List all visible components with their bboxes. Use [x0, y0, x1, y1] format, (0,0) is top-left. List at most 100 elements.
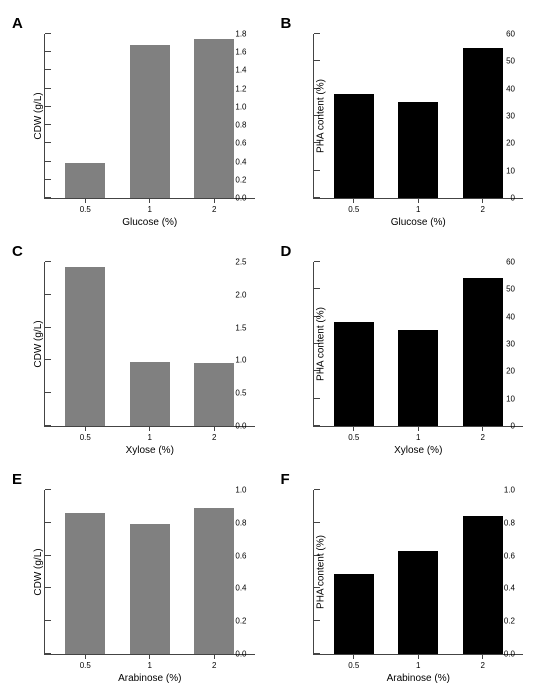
xtick	[194, 426, 234, 431]
y-axis-label: PHA content (%)	[315, 535, 326, 609]
xtick	[334, 198, 374, 203]
xtick-label: 1	[130, 433, 170, 442]
bar	[65, 163, 105, 198]
xtick-label: 1	[130, 661, 170, 670]
xtick	[463, 654, 503, 659]
panel-f: F 0.00.20.40.60.81.00.512PHA content (%)A…	[279, 471, 524, 681]
x-axis-label: Arabinose (%)	[314, 673, 524, 684]
xtick	[130, 198, 170, 203]
x-axis-label: Glucose (%)	[314, 217, 524, 228]
xtick-label: 1	[130, 205, 170, 214]
bar	[334, 322, 374, 426]
bar	[194, 39, 234, 198]
xtick	[130, 426, 170, 431]
y-axis-label: PHA content (%)	[315, 79, 326, 153]
xtick-label: 2	[194, 661, 234, 670]
xticks	[314, 426, 524, 431]
chart-grid: A 0.00.20.40.60.81.01.21.41.61.80.512CDW …	[10, 15, 523, 681]
panel-letter: E	[12, 471, 255, 488]
bars-container	[45, 262, 255, 426]
xtick-labels: 0.5 1 2	[314, 205, 524, 214]
bar	[65, 267, 105, 426]
x-axis-label: Glucose (%)	[45, 217, 255, 228]
bar	[463, 278, 503, 426]
panel-letter: C	[12, 243, 255, 260]
xticks	[45, 198, 255, 203]
bar	[463, 48, 503, 198]
bar	[463, 516, 503, 654]
bar	[334, 94, 374, 198]
xtick	[334, 654, 374, 659]
xticks	[314, 198, 524, 203]
chart-area: 0.00.20.40.60.81.00.512PHA content (%)Ar…	[313, 490, 524, 655]
x-axis-label: Xylose (%)	[45, 445, 255, 456]
xtick-labels: 0.5 1 2	[45, 661, 255, 670]
bar	[130, 524, 170, 654]
chart-area: 0.00.20.40.60.81.00.512CDW (g/L)Arabinos…	[44, 490, 255, 655]
bar	[130, 362, 170, 426]
xtick	[463, 198, 503, 203]
xtick-label: 0.5	[334, 661, 374, 670]
chart-area: 0.00.51.01.52.02.50.512CDW (g/L)Xylose (…	[44, 262, 255, 427]
y-axis-label: PHA content (%)	[315, 307, 326, 381]
xtick-label: 1	[398, 433, 438, 442]
xtick-label: 2	[463, 661, 503, 670]
y-axis-label: CDW (g/L)	[33, 548, 44, 595]
xtick	[130, 654, 170, 659]
xticks	[45, 654, 255, 659]
chart-area: 0.00.20.40.60.81.01.21.41.61.80.512CDW (…	[44, 34, 255, 199]
panel-d: D 01020304050600.512PHA content (%)Xylose…	[279, 243, 524, 453]
xtick-labels: 0.5 1 2	[45, 433, 255, 442]
panel-c: C 0.00.51.01.52.02.50.512CDW (g/L)Xylose …	[10, 243, 255, 453]
xtick-labels: 0.5 1 2	[45, 205, 255, 214]
xtick	[65, 426, 105, 431]
x-axis-label: Xylose (%)	[314, 445, 524, 456]
bars-container	[314, 262, 524, 426]
xtick	[398, 654, 438, 659]
bar	[398, 551, 438, 654]
panel-letter: B	[281, 15, 524, 32]
bar	[398, 330, 438, 426]
xtick-label: 0.5	[65, 433, 105, 442]
bar	[194, 508, 234, 654]
xtick	[334, 426, 374, 431]
xtick-label: 2	[194, 205, 234, 214]
panel-e: E 0.00.20.40.60.81.00.512CDW (g/L)Arabino…	[10, 471, 255, 681]
xtick-label: 0.5	[65, 661, 105, 670]
bar	[334, 574, 374, 654]
x-axis-label: Arabinose (%)	[45, 673, 255, 684]
xtick	[65, 654, 105, 659]
panel-a: A 0.00.20.40.60.81.01.21.41.61.80.512CDW …	[10, 15, 255, 225]
xticks	[45, 426, 255, 431]
chart-area: 01020304050600.512PHA content (%)Xylose …	[313, 262, 524, 427]
xtick	[398, 198, 438, 203]
xtick-label: 2	[463, 433, 503, 442]
xtick	[194, 198, 234, 203]
xticks	[314, 654, 524, 659]
panel-letter: F	[281, 471, 524, 488]
bar	[130, 45, 170, 198]
xtick-label: 2	[194, 433, 234, 442]
xtick-label: 0.5	[65, 205, 105, 214]
xtick-label: 2	[463, 205, 503, 214]
xtick-labels: 0.5 1 2	[314, 661, 524, 670]
y-axis-label: CDW (g/L)	[33, 320, 44, 367]
panel-letter: D	[281, 243, 524, 260]
bar	[194, 363, 234, 426]
xtick-label: 1	[398, 205, 438, 214]
panel-b: B 01020304050600.512PHA content (%)Glucos…	[279, 15, 524, 225]
bars-container	[314, 490, 524, 654]
chart-area: 01020304050600.512PHA content (%)Glucose…	[313, 34, 524, 199]
y-axis-label: CDW (g/L)	[33, 92, 44, 139]
bar	[398, 102, 438, 198]
xtick-labels: 0.5 1 2	[314, 433, 524, 442]
panel-letter: A	[12, 15, 255, 32]
xtick-label: 0.5	[334, 433, 374, 442]
xtick-label: 1	[398, 661, 438, 670]
xtick	[463, 426, 503, 431]
bars-container	[45, 34, 255, 198]
bar	[65, 513, 105, 654]
xtick	[398, 426, 438, 431]
xtick-label: 0.5	[334, 205, 374, 214]
bars-container	[45, 490, 255, 654]
